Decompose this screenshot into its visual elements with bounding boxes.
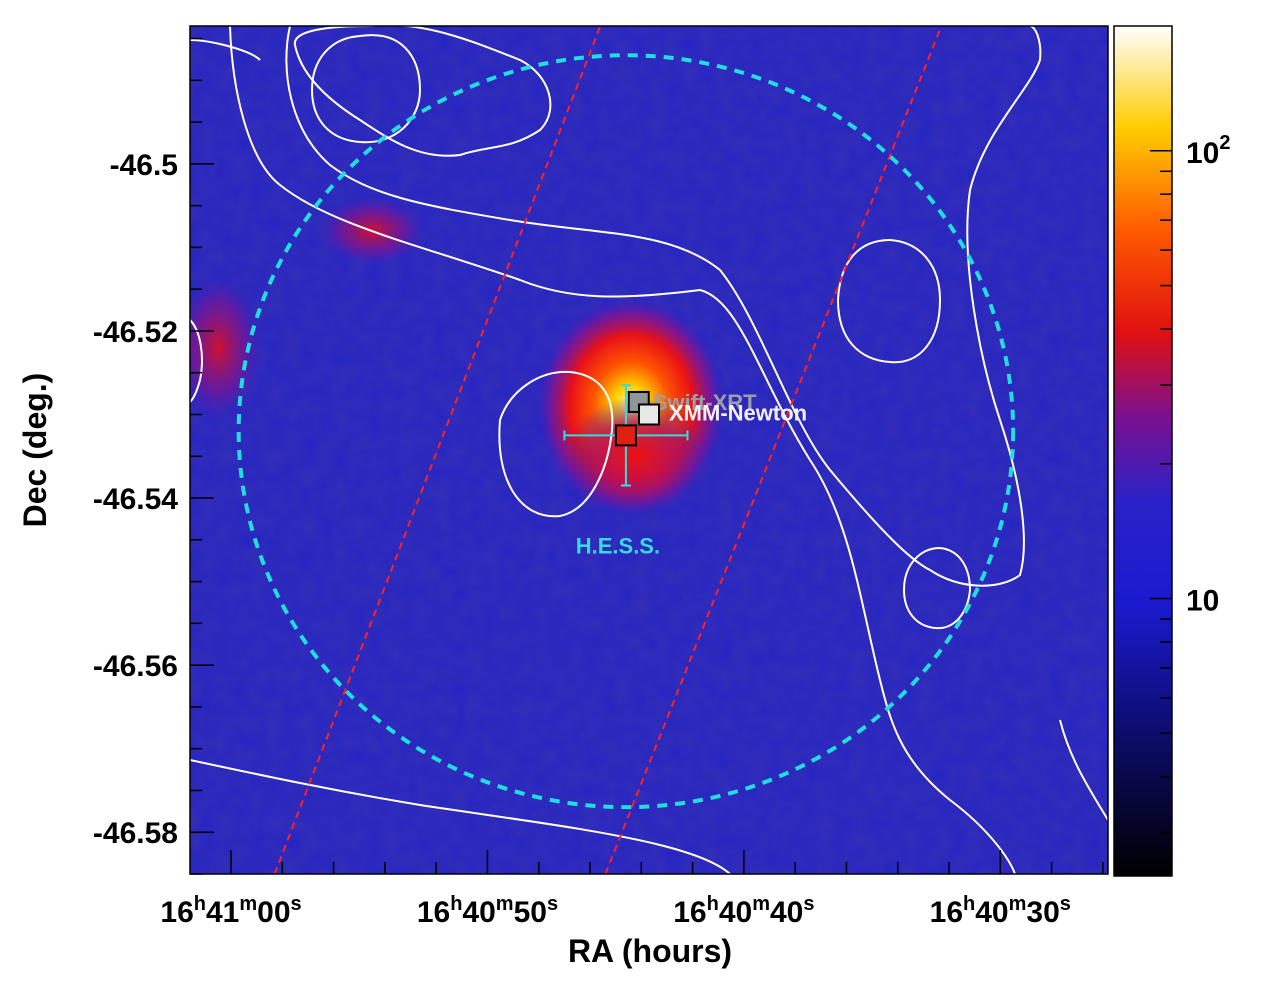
x-tick-label: 16h41m00s (160, 893, 301, 929)
source-label: Swift-XRT (653, 390, 757, 415)
y-tick-label: -46.5 (110, 149, 178, 182)
band-line (273, 26, 602, 874)
colorbar-tick-label: 102 (1186, 132, 1231, 170)
band-line (604, 26, 943, 874)
contour-lines (190, 26, 1108, 874)
y-axis-title: Dec (deg.) (17, 373, 53, 528)
contour-line (293, 26, 552, 157)
contour-line (310, 34, 422, 144)
colorbar-tick-label: 10 (1186, 585, 1219, 618)
contour-line (229, 26, 1016, 874)
y-axis-ticks: -46.5 -46.52 -46.54 -46.56 -46.58 (93, 37, 214, 875)
y-tick-label: -46.54 (93, 483, 178, 516)
emission-peak (190, 272, 264, 423)
colorbar-ticks: 10 102 (1150, 132, 1231, 834)
y-tick-label: -46.56 (93, 650, 178, 683)
hess-extension-circle (236, 53, 1016, 810)
contour-line (285, 26, 1042, 587)
x-axis-title: RA (hours) (568, 933, 732, 969)
x-tick-label: 16h40m40s (673, 893, 814, 929)
contour-line (903, 546, 972, 630)
source-label: XMM-Newton (669, 400, 807, 425)
colorbar (1113, 25, 1173, 877)
y-tick-label: -46.58 (93, 817, 178, 850)
x-tick-label: 16h40m50s (417, 893, 558, 929)
source-marker (638, 403, 660, 426)
source-label: H.E.S.S. (576, 533, 660, 558)
contour-line (190, 39, 261, 61)
y-tick-label: -46.52 (93, 316, 178, 349)
contour-line (190, 759, 731, 874)
contour-line (837, 238, 942, 364)
band-lines (273, 26, 943, 874)
contour-line (498, 370, 614, 518)
x-tick-label: 16h40m30s (930, 893, 1071, 929)
contour-line (1059, 719, 1108, 821)
source-marker (614, 424, 637, 447)
emission-peak (566, 396, 707, 517)
plot-frame (189, 25, 1109, 875)
x-axis-ticks: 16h41m00s 16h40m50s 16h40m40s 16h40m30s (160, 850, 1104, 929)
